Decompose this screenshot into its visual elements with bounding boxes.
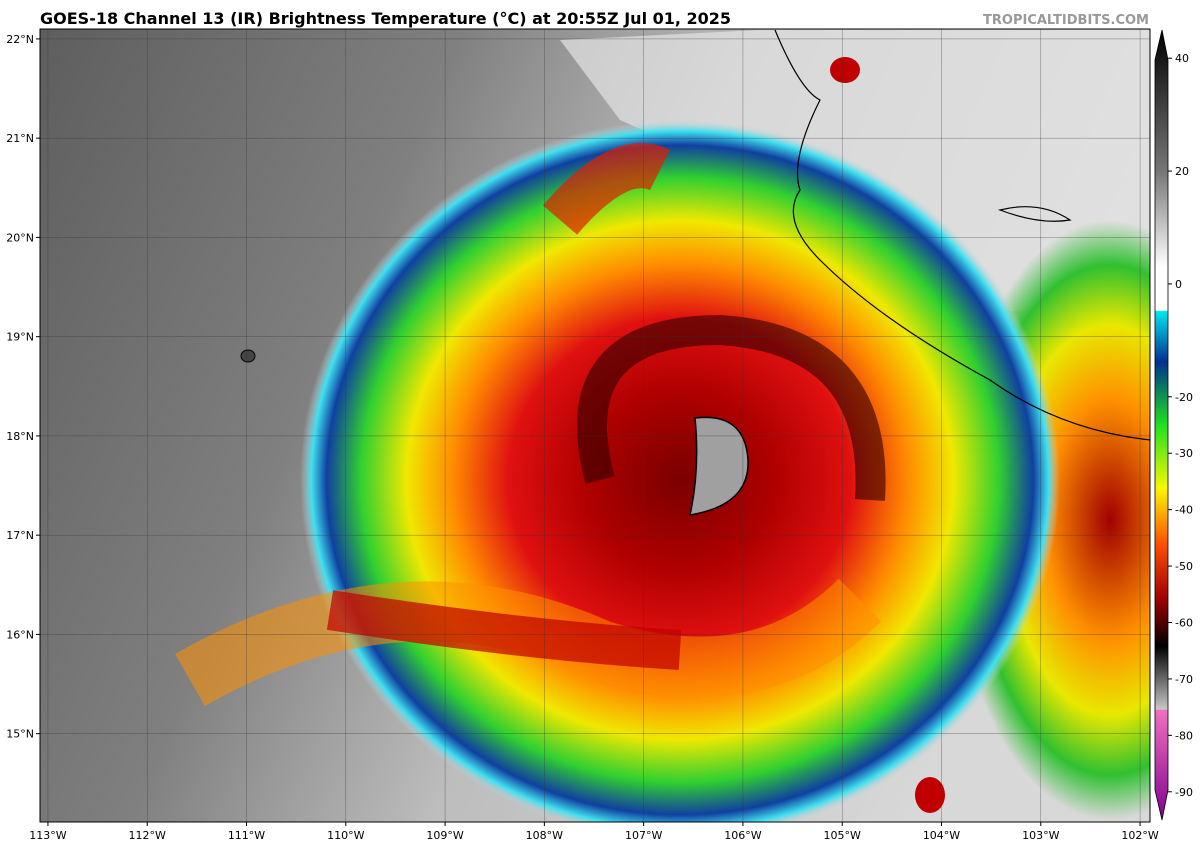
lat-tick-label: 18°N [6,430,34,443]
colorbar: 40 20 0 -20 -30 -40 -50 -60 -70 -80 -90 [1154,29,1193,821]
satellite-imagery [40,29,1150,822]
colorbar-tick-label: -30 [1175,447,1193,460]
lon-tick-label: 104°W [923,829,960,842]
graticule [40,29,1150,822]
lon-tick-label: 107°W [625,829,662,842]
colorbar-tick-label: -20 [1175,391,1193,404]
lon-tick-label: 109°W [426,829,463,842]
lon-tick-label: 112°W [129,829,166,842]
lat-tick-label: 20°N [6,231,34,244]
lon-tick-label: 110°W [327,829,364,842]
lon-tick-label: 106°W [724,829,761,842]
colorbar-tick-label: 20 [1175,165,1189,178]
lat-tick-label: 21°N [6,132,34,145]
lat-tick-label: 17°N [6,529,34,542]
lon-tick-label: 105°W [824,829,861,842]
colorbar-tick-label: 40 [1175,52,1189,65]
title: GOES-18 Channel 13 (IR) Brightness Tempe… [40,9,731,28]
lat-tick-label: 22°N [6,33,34,46]
colorbar-tick-label: -40 [1175,504,1193,517]
lat-tick-label: 16°N [6,628,34,641]
lat-tick-label: 19°N [6,331,34,344]
colorbar-tick-label: -70 [1175,673,1193,686]
colorbar-tick-label: -90 [1175,786,1193,799]
lon-tick-label: 111°W [228,829,265,842]
lat-tick-label: 15°N [6,728,34,741]
lon-tick-label: 103°W [1022,829,1059,842]
lon-tick-label: 108°W [526,829,563,842]
lon-tick-label: 102°W [1121,829,1158,842]
colorbar-tick-label: 0 [1175,278,1182,291]
credit: TROPICALTIDBITS.COM [983,13,1149,28]
colorbar-tick-label: -50 [1175,560,1193,573]
map-frame [39,28,1151,823]
colorbar-tick-label: -60 [1175,617,1193,630]
colorbar-tick-label: -80 [1175,729,1193,742]
lon-tick-label: 113°W [29,829,66,842]
